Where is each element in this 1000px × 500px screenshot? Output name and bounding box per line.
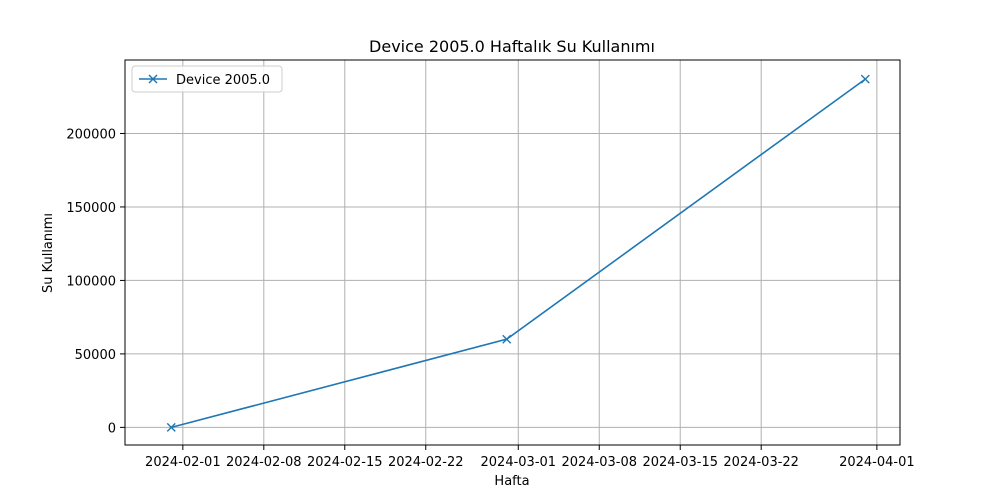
x-tick-label: 2024-02-15 [307,455,383,470]
data-point [502,334,512,344]
data-point [860,74,870,84]
x-axis: 2024-02-01 2024-02-08 2024-02-15 2024-02-22… [145,445,915,470]
plot-frame [124,59,901,446]
chart-title: Device 2005.0 Haftalık Su Kullanımı [369,37,655,56]
y-tick-label: 150000 [66,201,116,216]
x-tick-label: 2024-02-01 [145,455,221,470]
x-tick-label: 2024-03-08 [561,455,637,470]
y-axis-label: Su Kullanımı [41,213,56,293]
legend-label: Device 2005.0 [176,73,270,88]
x-tick-label: 2024-03-15 [642,455,718,470]
x-tick-label: 2024-03-22 [723,455,799,470]
series-layer [166,74,870,432]
legend-box [131,65,283,93]
y-tick-label: 100000 [66,274,116,289]
x-axis-label: Hafta [494,474,529,489]
x-tick-label: 2024-02-08 [226,455,302,470]
data-point [166,422,176,432]
grid [125,60,900,445]
x-tick-label: 2024-03-01 [481,455,557,470]
y-axis: 0 50000 100000 150000 200000 [66,127,125,436]
legend: Device 2005.0 [131,65,283,93]
legend-marker-x [148,74,158,84]
y-tick-label: 50000 [75,348,116,363]
y-tick-label: 0 [108,421,116,436]
y-tick-label: 200000 [66,127,116,142]
x-tick-label: 2024-02-22 [388,455,464,470]
x-tick-label: 2024-04-01 [839,455,915,470]
